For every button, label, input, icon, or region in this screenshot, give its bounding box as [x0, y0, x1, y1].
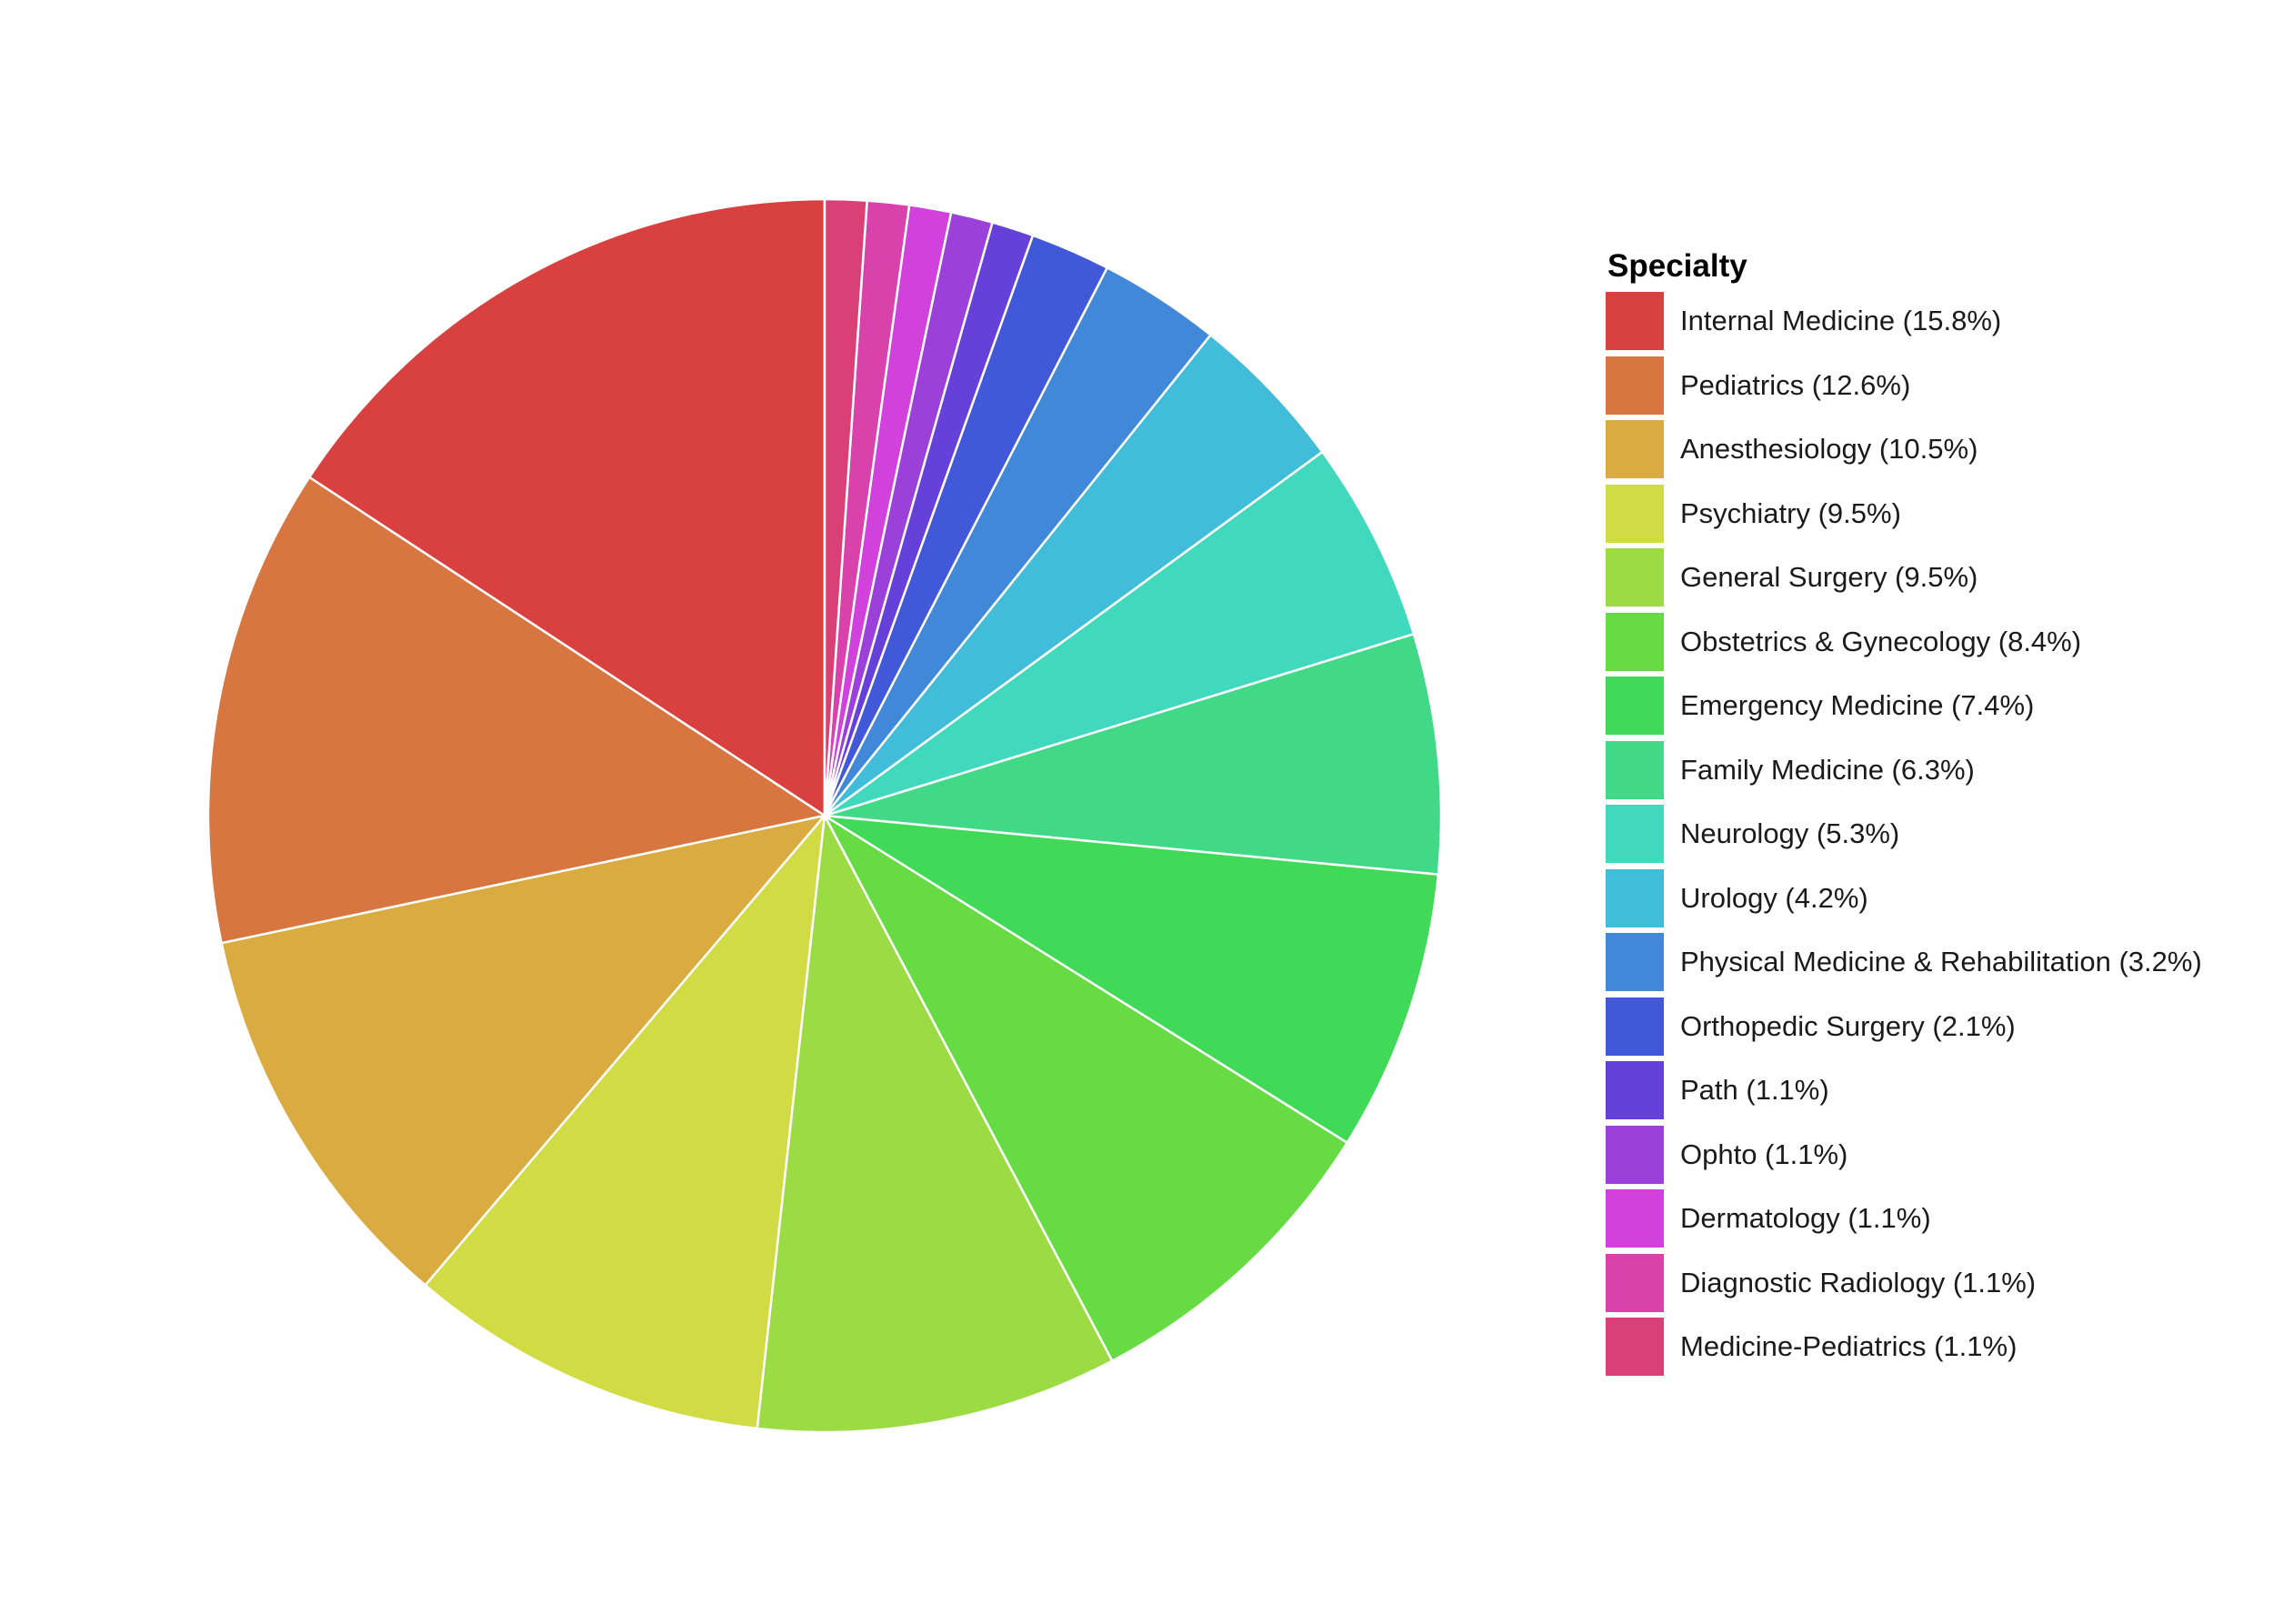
legend-item: Urology (4.2%) — [1606, 867, 2202, 931]
legend-swatch — [1606, 1318, 1664, 1377]
legend-label: Orthopedic Surgery (2.1%) — [1680, 1009, 2016, 1042]
legend-item: Neurology (5.3%) — [1606, 802, 2202, 867]
legend-item: Medicine-Pediatrics (1.1%) — [1606, 1315, 2202, 1379]
pie-slice — [823, 632, 1443, 876]
legend-label: Urology (4.2%) — [1680, 881, 1868, 914]
pie-slice — [308, 197, 826, 817]
pie-slice — [220, 814, 826, 1287]
legend-label: Path (1.1%) — [1680, 1074, 1829, 1107]
legend-item: General Surgery (9.5%) — [1606, 546, 2202, 610]
legend-item: Physical Medicine & Rehabilitation (3.2%… — [1606, 930, 2202, 995]
pie-slice — [823, 197, 868, 817]
legend-label: General Surgery (9.5%) — [1680, 561, 1978, 594]
legend-swatch — [1606, 420, 1664, 479]
pie-slice — [206, 476, 826, 945]
legend-label: Dermatology (1.1%) — [1680, 1202, 1931, 1235]
legend-item: Psychiatry (9.5%) — [1606, 482, 2202, 546]
legend-item: Anesthesiology (10.5%) — [1606, 417, 2202, 482]
legend-label: Diagnostic Radiology (1.1%) — [1680, 1266, 2037, 1298]
legend-swatch — [1606, 1189, 1664, 1248]
legend-swatch — [1606, 740, 1664, 799]
legend-swatch — [1606, 1253, 1664, 1312]
legend-label: Pediatrics (12.6%) — [1680, 368, 1911, 401]
legend-swatch — [1606, 548, 1664, 607]
legend-swatch — [1606, 292, 1664, 351]
legend-item: Internal Medicine (15.8%) — [1606, 289, 2202, 354]
legend-swatch — [1606, 1061, 1664, 1120]
pie-slices — [206, 197, 1443, 1434]
legend-item: Orthopedic Surgery (2.1%) — [1606, 995, 2202, 1059]
pie-slice — [823, 450, 1416, 817]
legend-label: Obstetrics & Gynecology (8.4%) — [1680, 625, 2082, 657]
legend-label: Internal Medicine (15.8%) — [1680, 305, 2002, 337]
legend-label: Anesthesiology (10.5%) — [1680, 433, 1978, 466]
legend-label: Neurology (5.3%) — [1680, 817, 1900, 850]
legend-label: Psychiatry (9.5%) — [1680, 496, 1901, 529]
legend-entries: Internal Medicine (15.8%) Pediatrics (12.… — [1606, 289, 2202, 1379]
legend-swatch — [1606, 1125, 1664, 1184]
legend-label: Emergency Medicine (7.4%) — [1680, 689, 2035, 722]
legend-swatch — [1606, 612, 1664, 671]
legend-label: Ophto (1.1%) — [1680, 1138, 1848, 1170]
legend-label: Family Medicine (6.3%) — [1680, 753, 1975, 786]
chart-legend: Specialty Internal Medicine (15.8%) Pedia… — [1606, 244, 2202, 1379]
legend-item: Pediatrics (12.6%) — [1606, 354, 2202, 418]
legend-swatch — [1606, 484, 1664, 543]
legend-item: Emergency Medicine (7.4%) — [1606, 674, 2202, 738]
pie-slice — [424, 814, 826, 1430]
pie-slice — [756, 814, 1114, 1434]
legend-swatch — [1606, 868, 1664, 927]
legend-label: Physical Medicine & Rehabilitation (3.2%… — [1680, 946, 2202, 978]
legend-swatch — [1606, 356, 1664, 415]
legend-swatch — [1606, 677, 1664, 736]
legend-swatch — [1606, 805, 1664, 864]
legend-item: Obstetrics & Gynecology (8.4%) — [1606, 610, 2202, 675]
pie-slice — [823, 814, 1349, 1362]
legend-item: Dermatology (1.1%) — [1606, 1187, 2202, 1251]
legend-label: Medicine-Pediatrics (1.1%) — [1680, 1330, 2018, 1363]
legend-title: Specialty — [1607, 248, 1747, 284]
pie-slice — [823, 814, 1440, 1144]
legend-item: Diagnostic Radiology (1.1%) — [1606, 1251, 2202, 1316]
legend-item: Family Medicine (6.3%) — [1606, 738, 2202, 803]
legend-swatch — [1606, 933, 1664, 992]
pie-slice — [823, 334, 1324, 817]
legend-item: Ophto (1.1%) — [1606, 1123, 2202, 1188]
legend-item: Path (1.1%) — [1606, 1058, 2202, 1123]
legend-swatch — [1606, 997, 1664, 1056]
